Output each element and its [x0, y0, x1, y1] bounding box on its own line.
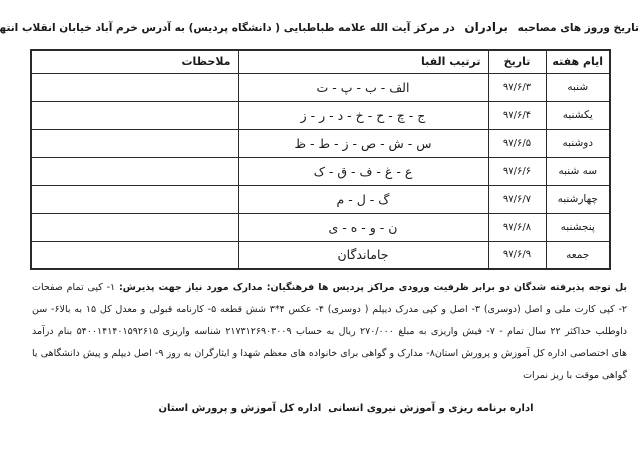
table-header-row: ایام هفته تاریخ ترتیب الفبا ملاحظات	[31, 49, 612, 74]
document-page: تاریخ وروز های مصاحبه برادران در مرکز آی…	[0, 20, 640, 414]
date-cell: ۹۷/۶/۷	[488, 184, 548, 214]
remarks-cell	[31, 100, 240, 130]
page-title: تاریخ وروز های مصاحبه برادران در مرکز آی…	[0, 20, 640, 34]
date-cell: ۹۷/۶/۹	[488, 240, 548, 270]
header-weekday: ایام هفته	[546, 49, 612, 74]
header-alphabet-order: ترتیب الفبا	[238, 49, 490, 74]
date-cell: ۹۷/۶/۶	[488, 156, 548, 186]
note-line: بل توجه پذیرفته شدگان دو برابر ظرفیت ورو…	[33, 277, 628, 299]
note-line: گواهی موقت با ریز نمرات	[33, 365, 628, 387]
alphabet-cell: ج - چ - ح - خ - د - ر - ز	[238, 100, 490, 130]
alphabet-cell: ن - و - ه - ی	[238, 212, 490, 242]
note-line-bold-lead: بل توجه پذیرفته شدگان دو برابر ظرفیت ورو…	[119, 282, 628, 293]
note-line: های اختصاصی اداره کل آموزش و پرورش استان…	[33, 343, 628, 365]
table-row: چهارشنبه ۹۷/۶/۷ گ - ل - م	[31, 184, 612, 214]
note-line-text: داوطلب حداکثر ۲۲ سال تمام - ۷- فیش واریز…	[33, 326, 628, 337]
table-row: یکشنبه ۹۷/۶/۴ ج - چ - ح - خ - د - ر - ز	[31, 100, 612, 130]
title-address: در مرکز آیت الله علامه طباطبایی ( دانشگا…	[0, 22, 456, 34]
alphabet-cell: جاماندگان	[238, 240, 490, 270]
weekday-cell: سه شنبه	[546, 156, 612, 186]
remarks-cell	[31, 240, 240, 270]
weekday-cell: جمعه	[546, 240, 612, 270]
remarks-cell	[31, 72, 240, 102]
note-line-text: ۲- کپی کارت ملی و اصل (دوسری) ۳- اصل و ک…	[33, 304, 628, 315]
note-line: داوطلب حداکثر ۲۲ سال تمام - ۷- فیش واریز…	[33, 321, 628, 343]
table-row: پنجشنبه ۹۷/۶/۸ ن - و - ه - ی	[31, 212, 612, 242]
alphabet-cell: الف - ب - پ - ت	[238, 72, 490, 102]
note-line-text: های اختصاصی اداره کل آموزش و پرورش استان…	[33, 348, 628, 359]
date-cell: ۹۷/۶/۳	[488, 72, 548, 102]
remarks-cell	[31, 184, 240, 214]
date-cell: ۹۷/۶/۸	[488, 212, 548, 242]
weekday-cell: چهارشنبه	[546, 184, 612, 214]
admission-notes-paragraph: بل توجه پذیرفته شدگان دو برابر ظرفیت ورو…	[33, 277, 628, 387]
table-row: شنبه ۹۷/۶/۳ الف - ب - پ - ت	[31, 72, 612, 102]
weekday-cell: شنبه	[546, 72, 612, 102]
footer-signature: اداره برنامه ریزی و آموزش نیروی انسانی ا…	[159, 403, 535, 414]
header-remarks: ملاحظات	[31, 49, 240, 74]
note-line-text: ۱- کپی تمام صفحات شناسنامه و اصل (دوسری)	[33, 282, 117, 293]
remarks-cell	[31, 156, 240, 186]
weekday-cell: یکشنبه	[546, 100, 612, 130]
weekday-cell: دوشنبه	[546, 128, 612, 158]
alphabet-cell: گ - ل - م	[238, 184, 490, 214]
remarks-cell	[31, 128, 240, 158]
table-row: دوشنبه ۹۷/۶/۵ س - ش - ص - ز - ط - ظ	[31, 128, 612, 158]
date-cell: ۹۷/۶/۵	[488, 128, 548, 158]
date-cell: ۹۷/۶/۴	[488, 100, 548, 130]
title-emphasis: برادران	[465, 20, 509, 34]
table-row: سه شنبه ۹۷/۶/۶ ع - غ - ف - ق - ک	[31, 156, 612, 186]
weekday-cell: پنجشنبه	[546, 212, 612, 242]
alphabet-cell: س - ش - ص - ز - ط - ظ	[238, 128, 490, 158]
note-line: ۲- کپی کارت ملی و اصل (دوسری) ۳- اصل و ک…	[33, 299, 628, 321]
table-row: جمعه ۹۷/۶/۹ جاماندگان	[31, 240, 612, 270]
alphabet-cell: ع - غ - ف - ق - ک	[238, 156, 490, 186]
header-date: تاریخ	[488, 49, 548, 74]
note-line-text: گواهی موقت با ریز نمرات	[524, 370, 628, 381]
title-prefix: تاریخ وروز های مصاحبه	[518, 22, 640, 34]
remarks-cell	[31, 212, 240, 242]
interview-schedule-table: ایام هفته تاریخ ترتیب الفبا ملاحظات شنبه…	[31, 49, 612, 270]
